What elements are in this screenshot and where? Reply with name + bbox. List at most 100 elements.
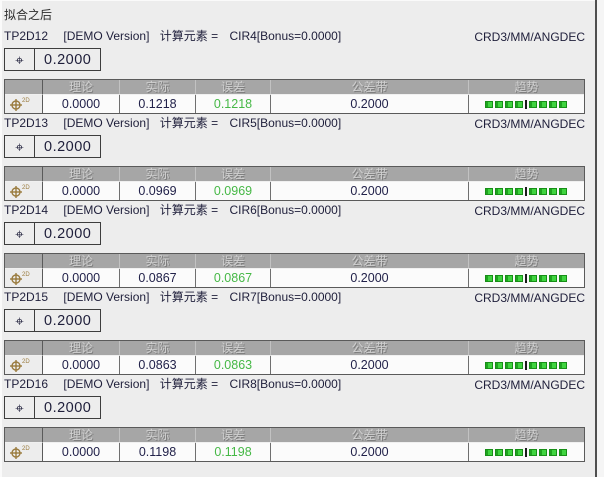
dimension-title-line: TP2D12 [DEMO Version] 计算元素 = CIR4[Bonus=… xyxy=(4,28,585,44)
position-symbol-icon: ⌖ xyxy=(5,136,35,157)
col-header-trend: 趋势 xyxy=(469,167,584,182)
icon-column-header xyxy=(5,428,43,443)
position-symbol-icon: ⌖ xyxy=(5,397,35,418)
col-header-tolerance-band: 公差带 xyxy=(271,167,469,182)
feature-control-frame: ⌖ 0.2000 xyxy=(4,396,102,419)
position-symbol-icon: ⌖ xyxy=(5,310,35,331)
svg-text:2D: 2D xyxy=(22,185,30,191)
icon-column-header xyxy=(5,341,43,356)
tolerance-band-value: 0.2000 xyxy=(271,269,469,287)
dimension-title-line: TP2D16 [DEMO Version] 计算元素 = CIR8[Bonus=… xyxy=(4,376,585,392)
col-header-trend: 趋势 xyxy=(469,341,584,356)
col-header-tolerance-band: 公差带 xyxy=(271,341,469,356)
dimension-table: 理论 实际 误差 公差带 趋势 2D 0.0000 0.1198 0.1198 … xyxy=(4,427,585,462)
tolerance-band-value: 0.2000 xyxy=(271,356,469,374)
theoretical-value: 0.0000 xyxy=(43,356,120,374)
col-header-actual: 实际 xyxy=(120,428,196,443)
col-header-theoretical: 理论 xyxy=(43,167,120,182)
dimension-block[interactable]: TP2D15 [DEMO Version] 计算元素 = CIR7[Bonus=… xyxy=(4,289,604,375)
actual-value: 0.1218 xyxy=(120,95,196,113)
tolerance-band-value: 0.2000 xyxy=(271,443,469,461)
col-header-actual: 实际 xyxy=(120,80,196,95)
theoretical-value: 0.0000 xyxy=(43,95,120,113)
dimension-block[interactable]: TP2D16 [DEMO Version] 计算元素 = CIR8[Bonus=… xyxy=(4,376,604,462)
dimension-title-line: TP2D14 [DEMO Version] 计算元素 = CIR6[Bonus=… xyxy=(4,202,585,218)
dimension-table: 理论 实际 误差 公差带 趋势 2D 0.0000 0.0863 0.0863 … xyxy=(4,340,585,375)
icon-column-header xyxy=(5,254,43,269)
deviation-value: 0.0867 xyxy=(196,269,271,287)
fcf-tolerance-value: 0.2000 xyxy=(44,51,92,68)
dimension-id: TP2D14 xyxy=(4,203,49,217)
theoretical-value: 0.0000 xyxy=(43,182,120,200)
feature-control-frame: ⌖ 0.2000 xyxy=(4,222,102,245)
col-header-trend: 趋势 xyxy=(469,80,584,95)
feature-control-frame: ⌖ 0.2000 xyxy=(4,48,102,71)
tolerance-band-value: 0.2000 xyxy=(271,95,469,113)
svg-text:2D: 2D xyxy=(22,446,30,452)
deviation-value: 0.0863 xyxy=(196,356,271,374)
dimension-block[interactable]: TP2D13 [DEMO Version] 计算元素 = CIR5[Bonus=… xyxy=(4,115,604,201)
col-header-actual: 实际 xyxy=(120,341,196,356)
dimension-id: TP2D15 xyxy=(4,290,49,304)
dimension-id: TP2D13 xyxy=(4,116,49,130)
fcf-tolerance-value: 0.2000 xyxy=(44,312,92,329)
col-header-theoretical: 理论 xyxy=(43,254,120,269)
fcf-tolerance-value: 0.2000 xyxy=(44,225,92,242)
calc-element-label: 计算元素 = xyxy=(159,203,219,217)
coord-units-label: CRD3/MM/ANGDEC xyxy=(474,30,585,44)
col-header-theoretical: 理论 xyxy=(43,341,120,356)
icon-column-header xyxy=(5,80,43,95)
report-content: 拟合之后 TP2D12 [DEMO Version] 计算元素 = CIR4[B… xyxy=(4,8,604,462)
dimension-id: TP2D16 xyxy=(4,377,49,391)
dimension-title-left: TP2D14 [DEMO Version] 计算元素 = CIR6[Bonus=… xyxy=(4,201,341,218)
demo-version-tag: [DEMO Version] xyxy=(63,203,150,217)
dimension-title-left: TP2D15 [DEMO Version] 计算元素 = CIR7[Bonus=… xyxy=(4,288,341,305)
col-header-deviation: 误差 xyxy=(196,254,271,269)
dimension-block[interactable]: TP2D14 [DEMO Version] 计算元素 = CIR6[Bonus=… xyxy=(4,202,604,288)
actual-value: 0.0867 xyxy=(120,269,196,287)
section-label: 拟合之后 xyxy=(4,8,53,22)
svg-text:2D: 2D xyxy=(22,98,30,104)
col-header-actual: 实际 xyxy=(120,167,196,182)
col-header-deviation: 误差 xyxy=(196,428,271,443)
col-header-tolerance-band: 公差带 xyxy=(271,428,469,443)
col-header-trend: 趋势 xyxy=(469,254,584,269)
deviation-value: 0.1218 xyxy=(196,95,271,113)
position-2d-icon: 2D xyxy=(5,95,43,113)
panel-edge-divider xyxy=(595,0,604,477)
calc-element-label: 计算元素 = xyxy=(159,290,219,304)
position-2d-icon: 2D xyxy=(5,356,43,374)
calc-element-label: 计算元素 = xyxy=(159,377,219,391)
feature-ref: CIR8[Bonus=0.0000] xyxy=(229,377,342,391)
trend-bar xyxy=(469,443,584,461)
dimension-title-line: TP2D13 [DEMO Version] 计算元素 = CIR5[Bonus=… xyxy=(4,115,585,131)
position-symbol-icon: ⌖ xyxy=(5,49,35,70)
svg-text:2D: 2D xyxy=(22,359,30,365)
dimension-block[interactable]: TP2D12 [DEMO Version] 计算元素 = CIR4[Bonus=… xyxy=(4,28,604,114)
calc-element-label: 计算元素 = xyxy=(159,29,219,43)
dimension-title-left: TP2D16 [DEMO Version] 计算元素 = CIR8[Bonus=… xyxy=(4,375,341,392)
col-header-deviation: 误差 xyxy=(196,167,271,182)
dimension-table: 理论 实际 误差 公差带 趋势 2D 0.0000 0.0867 0.0867 … xyxy=(4,253,585,288)
col-header-tolerance-band: 公差带 xyxy=(271,80,469,95)
coord-units-label: CRD3/MM/ANGDEC xyxy=(474,117,585,131)
col-header-theoretical: 理论 xyxy=(43,428,120,443)
position-2d-icon: 2D xyxy=(5,443,43,461)
demo-version-tag: [DEMO Version] xyxy=(63,377,150,391)
theoretical-value: 0.0000 xyxy=(43,443,120,461)
dimension-id: TP2D12 xyxy=(4,29,49,43)
dimension-blocks: TP2D12 [DEMO Version] 计算元素 = CIR4[Bonus=… xyxy=(4,28,604,462)
dimension-title-line: TP2D15 [DEMO Version] 计算元素 = CIR7[Bonus=… xyxy=(4,289,585,305)
col-header-deviation: 误差 xyxy=(196,80,271,95)
coord-units-label: CRD3/MM/ANGDEC xyxy=(474,291,585,305)
fcf-tolerance-value: 0.2000 xyxy=(44,138,92,155)
coord-units-label: CRD3/MM/ANGDEC xyxy=(474,204,585,218)
dimension-title-left: TP2D13 [DEMO Version] 计算元素 = CIR5[Bonus=… xyxy=(4,114,341,131)
theoretical-value: 0.0000 xyxy=(43,269,120,287)
fcf-tolerance-value: 0.2000 xyxy=(44,399,92,416)
position-symbol-icon: ⌖ xyxy=(5,223,35,244)
trend-bar xyxy=(469,269,584,287)
col-header-theoretical: 理论 xyxy=(43,80,120,95)
trend-bar xyxy=(469,182,584,200)
